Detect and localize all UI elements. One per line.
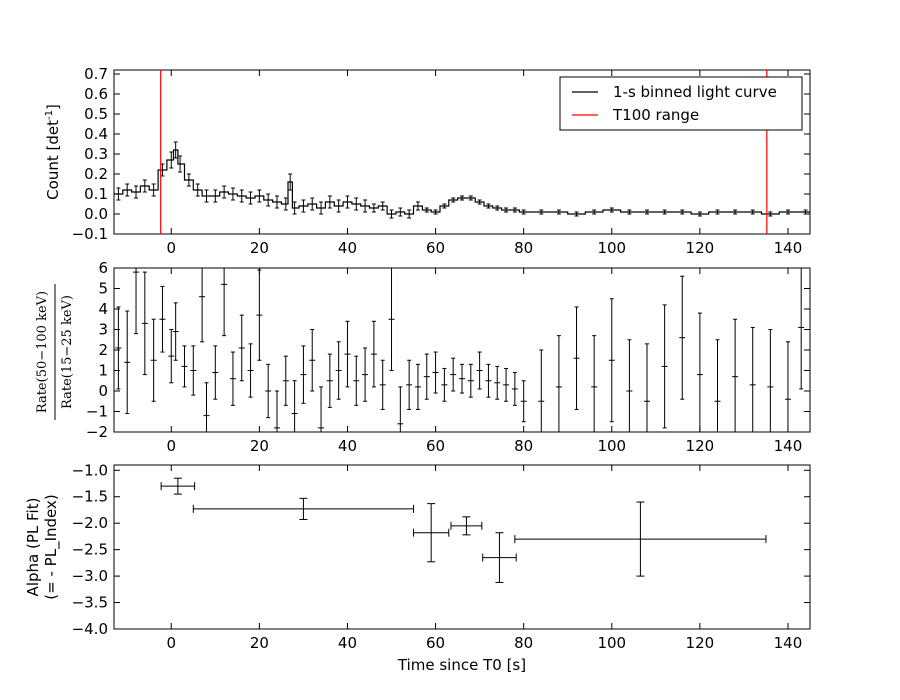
svg-text:Count [det-1]: Count [det-1] xyxy=(44,104,62,200)
x-tick-label: 100 xyxy=(597,634,626,652)
x-tick-label: 100 xyxy=(597,239,626,257)
y-tick-label: −1 xyxy=(86,403,108,421)
y-tick-label: 0.3 xyxy=(84,145,108,163)
ylabel-denominator: Rate(15−25 keV) xyxy=(60,295,75,409)
y-tick-label: 5 xyxy=(98,280,108,298)
x-tick-label: 100 xyxy=(597,437,626,455)
x-tick-label: 120 xyxy=(686,437,715,455)
y-tick-label: 0.0 xyxy=(84,205,108,223)
x-tick-label: 40 xyxy=(338,634,357,652)
light-curve-axes: 0 20 40 60 80 100 120 140 −0.1 0.0 0.1 0.2 0.3 0.4 0.5… xyxy=(72,65,810,257)
x-tick-label: 20 xyxy=(250,239,269,257)
x-tick-label: 60 xyxy=(426,437,445,455)
hardness-ratio-plot xyxy=(115,267,805,433)
ylabel-text: Count [det xyxy=(44,120,62,200)
x-tick-label: 120 xyxy=(686,239,715,257)
x-tick-label: 20 xyxy=(250,634,269,652)
light-curve-line xyxy=(114,149,810,215)
y-tick-label: 0.6 xyxy=(84,85,108,103)
y-tick-label: −2.5 xyxy=(72,541,108,559)
light-curve-panel: 0 20 40 60 80 100 120 140 −0.1 0.0 0.1 0.2 0.3 0.4 0.5… xyxy=(44,65,811,257)
ylabel-line1: Alpha (PL Fit) xyxy=(24,498,42,597)
y-tick-label: −3.0 xyxy=(72,567,108,585)
y-tick-label: −1.0 xyxy=(72,461,108,479)
x-tick-label: 120 xyxy=(686,634,715,652)
y-tick-label: 1 xyxy=(98,362,108,380)
hardness-ratio-axes: 0 20 40 60 80 100 120 140 −2 −1 0 1 2 3 4 5 6 xyxy=(86,259,810,455)
x-tick-label: 20 xyxy=(250,437,269,455)
y-tick-label: −2 xyxy=(86,423,108,441)
x-tick-label: 40 xyxy=(338,437,357,455)
x-tick-label: 140 xyxy=(774,634,803,652)
hardness-ratio-panel: 0 20 40 60 80 100 120 140 −2 −1 0 1 2 3 4 5 6 Rate(50−10… xyxy=(35,259,811,455)
x-tick-label: 80 xyxy=(514,634,533,652)
x-tick-label: 0 xyxy=(166,634,176,652)
ylabel-line2: (= - PL_Index) xyxy=(42,494,61,599)
y-tick-label: 6 xyxy=(98,259,108,277)
y-tick-label: −3.5 xyxy=(72,594,108,612)
legend: 1-s binned light curve T100 range xyxy=(559,76,803,131)
light-curve-plot xyxy=(114,70,810,234)
ylabel-end: ] xyxy=(44,104,62,110)
x-tick-label: 60 xyxy=(426,239,445,257)
ylabel-superscript: -1 xyxy=(44,110,55,120)
y-tick-label: −2.0 xyxy=(72,514,108,532)
x-tick-label: 0 xyxy=(166,437,176,455)
x-tick-label: 140 xyxy=(774,239,803,257)
light-curve-ylabel: Count [det-1] xyxy=(44,104,62,200)
y-tick-label: −1.5 xyxy=(72,488,108,506)
y-tick-label: 3 xyxy=(98,321,108,339)
x-tick-label: 140 xyxy=(774,437,803,455)
y-tick-label: 0.4 xyxy=(84,125,108,143)
y-tick-label: 0 xyxy=(98,382,108,400)
x-tick-label: 80 xyxy=(514,239,533,257)
x-tick-label: 0 xyxy=(166,239,176,257)
alpha-panel: 0 20 40 60 80 100 120 140 −4.0 −3.5 −3.0 −2.5 −2.0 −1… xyxy=(24,461,811,674)
alpha-axes: 0 20 40 60 80 100 120 140 −4.0 −3.5 −3.0 −2.5 −2.0 −1… xyxy=(72,461,810,652)
legend-box xyxy=(559,76,803,131)
y-tick-label: −0.1 xyxy=(72,225,108,243)
y-tick-label: 0.2 xyxy=(84,165,108,183)
legend-label-t100: T100 range xyxy=(612,106,699,124)
x-tick-label: 80 xyxy=(514,437,533,455)
alpha-plot xyxy=(160,477,767,583)
legend-label-light-curve: 1-s binned light curve xyxy=(613,83,777,101)
hardness-ratio-ylabel: Rate(50−100 keV) Rate(15−25 keV) xyxy=(35,284,75,420)
y-tick-label: 4 xyxy=(98,300,108,318)
alpha-frame xyxy=(113,464,811,630)
y-tick-label: 0.1 xyxy=(84,185,108,203)
x-tick-label: 40 xyxy=(338,239,357,257)
y-tick-label: 0.5 xyxy=(84,105,108,123)
ylabel-numerator: Rate(50−100 keV) xyxy=(35,291,50,413)
x-axis-label: Time since T0 [s] xyxy=(397,656,526,674)
y-tick-label: 2 xyxy=(98,341,108,359)
y-tick-label: 0.7 xyxy=(84,65,108,83)
hardness-ratio-frame xyxy=(113,267,811,433)
y-tick-label: −4.0 xyxy=(72,620,108,638)
alpha-ylabel: Alpha (PL Fit) (= - PL_Index) xyxy=(24,494,61,599)
x-tick-label: 60 xyxy=(426,634,445,652)
